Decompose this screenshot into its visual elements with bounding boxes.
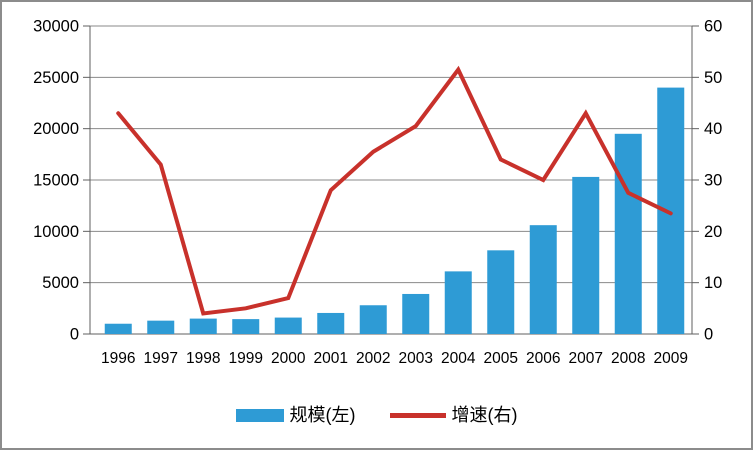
x-axis-label: 2005 [484,350,518,367]
chart-legend: 规模(左) 增速(右) [2,406,751,424]
y-axis-label-left: 0 [70,326,79,344]
y-axis-label-right: 30 [704,172,722,190]
bar-2007 [572,176,600,334]
x-axis-label: 2000 [271,350,306,367]
x-axis-label: 1996 [101,350,135,367]
x-axis-label: 2006 [526,350,560,367]
y-axis-label-right: 40 [704,120,722,138]
bar-2005 [487,250,515,334]
y-axis-label-left: 5000 [42,274,79,292]
legend-label-growth: 增速(右) [451,405,518,425]
bar-2001 [317,312,345,334]
bar-2000 [274,317,302,334]
x-axis-label: 1999 [229,350,263,367]
x-axis-label: 2008 [611,350,645,367]
legend-item-growth: 增速(右) [389,405,518,425]
bar-1999 [232,319,260,334]
bar-series-swatch [235,408,284,422]
y-axis-label-left: 25000 [33,69,79,87]
bar-2003 [402,293,430,334]
y-axis-label-left: 30000 [33,18,79,36]
y-axis-label-right: 50 [704,69,722,87]
growth-line [116,65,673,316]
y-axis-label-right: 20 [704,223,722,241]
bar-1997 [147,320,175,334]
legend-item-scale: 规模(左) [235,405,356,425]
x-axis-label: 2007 [569,350,603,367]
y-axis-label-left: 10000 [33,223,79,241]
line-series-swatch [389,412,446,418]
bar-1998 [189,318,217,334]
bar-2002 [359,305,387,334]
y-axis-label-right: 0 [704,326,713,344]
y-axis-label-right: 10 [704,274,722,292]
x-axis-label: 2004 [441,350,476,367]
x-axis-label: 2001 [314,350,348,367]
y-axis-label-left: 15000 [33,172,79,190]
x-axis-label: 1998 [186,350,220,367]
bar-2004 [444,271,472,334]
legend-label-scale: 规模(左) [289,405,356,425]
y-axis-label-left: 20000 [33,120,79,138]
y-axis-label-right: 60 [704,18,722,36]
bar-2008 [614,133,642,334]
bar-1996 [104,323,132,334]
x-axis-label: 2003 [399,350,433,367]
x-axis-label: 2009 [654,350,688,367]
bar-2006 [529,225,557,334]
x-axis-label: 2002 [356,350,390,367]
x-axis-label: 1997 [144,350,178,367]
